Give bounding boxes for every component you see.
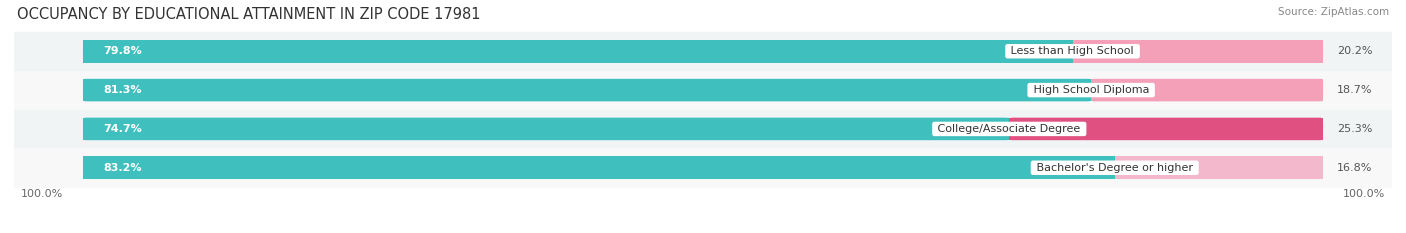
FancyBboxPatch shape bbox=[83, 118, 1010, 140]
Bar bbox=[83, 118, 1010, 140]
Bar bbox=[14, 110, 1392, 148]
FancyBboxPatch shape bbox=[83, 79, 1091, 101]
FancyBboxPatch shape bbox=[1010, 118, 1323, 140]
Bar bbox=[1115, 157, 1323, 179]
Bar bbox=[83, 157, 1115, 179]
Text: College/Associate Degree: College/Associate Degree bbox=[935, 124, 1084, 134]
Bar bbox=[83, 79, 1091, 101]
Text: Bachelor's Degree or higher: Bachelor's Degree or higher bbox=[1033, 163, 1197, 173]
Bar bbox=[1073, 40, 1323, 62]
Text: 74.7%: 74.7% bbox=[104, 124, 142, 134]
FancyBboxPatch shape bbox=[1091, 79, 1323, 101]
Text: 25.3%: 25.3% bbox=[1337, 124, 1372, 134]
FancyBboxPatch shape bbox=[1073, 40, 1323, 62]
Bar bbox=[14, 32, 1392, 71]
Text: 100.0%: 100.0% bbox=[1343, 189, 1385, 199]
Bar bbox=[14, 148, 1392, 187]
Text: 81.3%: 81.3% bbox=[104, 85, 142, 95]
Text: 20.2%: 20.2% bbox=[1337, 46, 1372, 56]
Text: High School Diploma: High School Diploma bbox=[1029, 85, 1153, 95]
Bar bbox=[83, 40, 1073, 62]
Text: Less than High School: Less than High School bbox=[1008, 46, 1137, 56]
Text: 83.2%: 83.2% bbox=[104, 163, 142, 173]
Text: 100.0%: 100.0% bbox=[21, 189, 63, 199]
Bar bbox=[14, 71, 1392, 110]
FancyBboxPatch shape bbox=[1115, 157, 1323, 179]
FancyBboxPatch shape bbox=[83, 40, 1073, 62]
Text: 79.8%: 79.8% bbox=[104, 46, 142, 56]
FancyBboxPatch shape bbox=[83, 157, 1115, 179]
Text: Source: ZipAtlas.com: Source: ZipAtlas.com bbox=[1278, 7, 1389, 17]
Bar bbox=[1010, 118, 1323, 140]
Text: 18.7%: 18.7% bbox=[1337, 85, 1372, 95]
Text: 16.8%: 16.8% bbox=[1337, 163, 1372, 173]
Text: OCCUPANCY BY EDUCATIONAL ATTAINMENT IN ZIP CODE 17981: OCCUPANCY BY EDUCATIONAL ATTAINMENT IN Z… bbox=[17, 7, 481, 22]
Bar bbox=[1091, 79, 1323, 101]
